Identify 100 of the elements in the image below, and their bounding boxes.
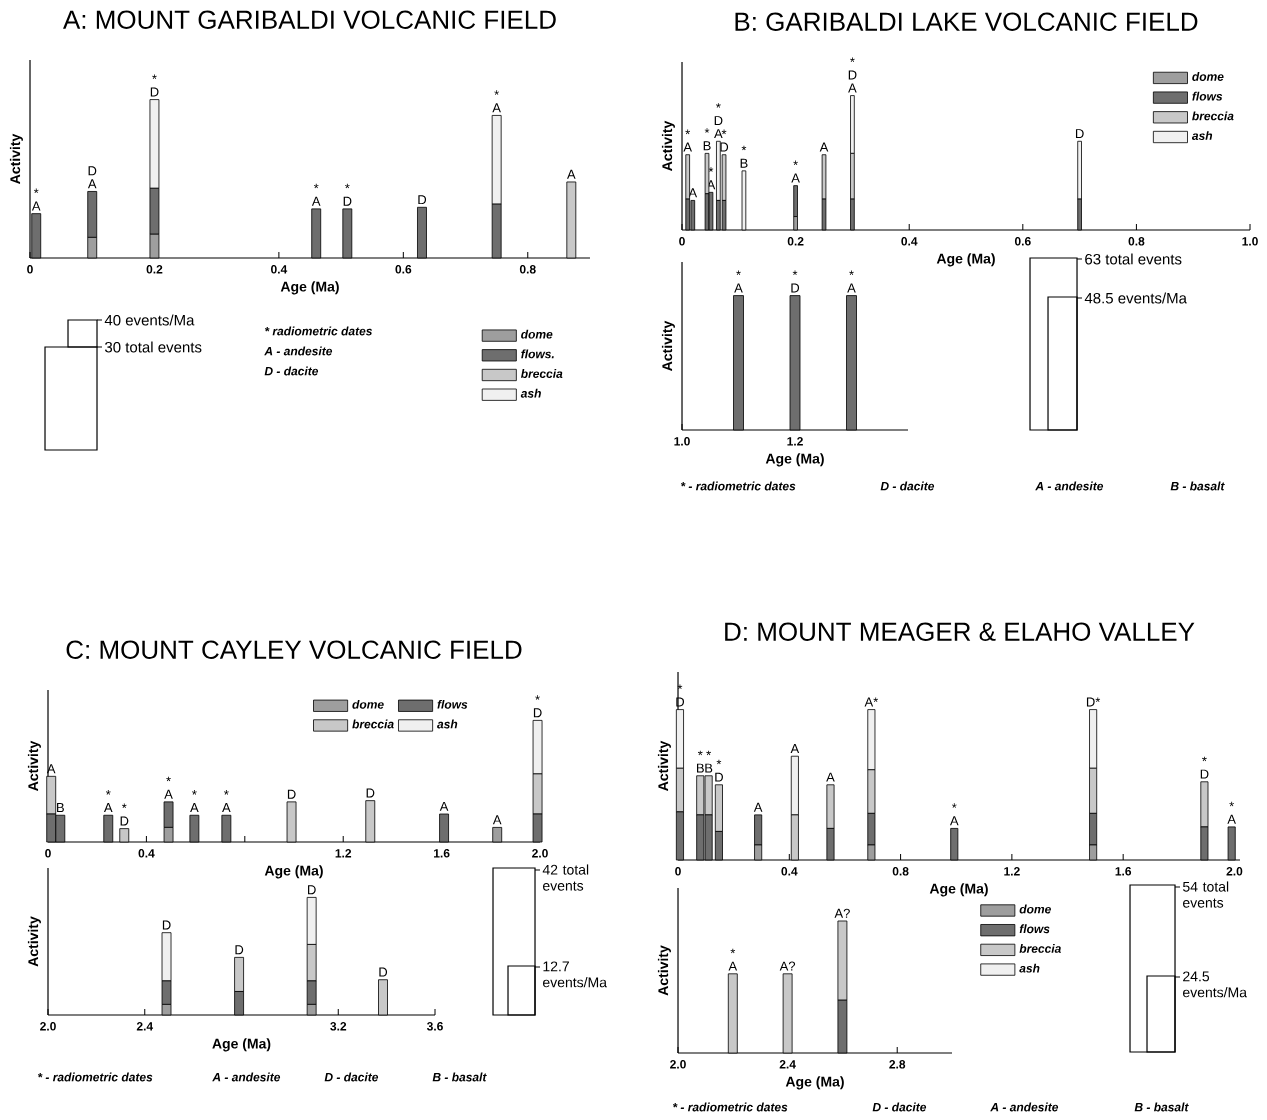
annotation: A <box>826 772 835 782</box>
legend-label: flows <box>1019 924 1050 934</box>
text: A - andesite <box>990 1102 1059 1112</box>
annotation: D <box>308 885 316 895</box>
annotation: * <box>850 57 855 63</box>
annotation: D <box>1075 129 1084 139</box>
legend-label: breccia <box>1192 111 1234 121</box>
annotation: A <box>439 801 449 811</box>
annotation: * <box>716 759 722 765</box>
annotation: A <box>222 803 231 813</box>
text: D - dacite <box>324 1072 379 1082</box>
y-axis-title: Activity <box>27 740 41 791</box>
annotation: * <box>121 803 127 809</box>
annotation: A <box>567 169 576 179</box>
annotation: * <box>166 776 171 782</box>
x-tick-label: 0.4 <box>781 867 798 876</box>
annotation: D <box>120 816 129 826</box>
x-tick-label: 2.0 <box>670 1060 686 1069</box>
x-tick-label: 0.6 <box>395 265 412 274</box>
legend-label: breccia <box>352 719 394 729</box>
x-axis-title: Age (Ma) <box>280 281 339 295</box>
legend-label: ash <box>1019 963 1040 973</box>
annotation: D <box>714 116 723 126</box>
y-axis-title: Activity <box>661 120 675 171</box>
legend-label: ash <box>520 388 541 398</box>
x-tick-label: 0.6 <box>1014 237 1031 246</box>
text: 40 events/Ma <box>104 314 195 326</box>
text: 30 total events <box>104 341 202 353</box>
annotation: A <box>1227 814 1236 824</box>
text: 42 total events <box>542 864 589 891</box>
annotation: D* <box>1086 697 1101 707</box>
annotation: A <box>949 816 959 826</box>
x-tick-label: 2.4 <box>136 1022 154 1031</box>
annotation: A <box>753 802 763 812</box>
legend-label: dome <box>521 329 553 339</box>
annotation: D <box>791 283 800 293</box>
text: B - basalt <box>1134 1102 1189 1112</box>
legend-label: dome <box>1192 72 1224 81</box>
y-axis-title: Activity <box>657 740 671 791</box>
annotation: A <box>848 83 857 93</box>
legend-label: ash <box>1191 131 1213 140</box>
annotation: D <box>848 70 857 80</box>
text: D - dacite <box>872 1102 927 1112</box>
annotation: * <box>793 160 798 166</box>
annotation: D <box>235 945 244 955</box>
x-tick-label: 1.0 <box>1242 237 1258 246</box>
annotation: D <box>1200 769 1209 779</box>
annotation: A <box>683 142 692 152</box>
annotation: A <box>819 142 829 152</box>
annotation: D <box>715 772 723 782</box>
annotation: * <box>1202 756 1207 762</box>
annotation: * <box>716 103 721 108</box>
annotation: * <box>736 270 741 276</box>
annotation: A <box>31 201 41 211</box>
y-axis-title: Activity <box>657 945 671 996</box>
annotation: * <box>951 803 957 808</box>
annotation: * <box>313 183 319 189</box>
x-tick-label: 2.0 <box>40 1022 56 1031</box>
text: 54 total events <box>1182 881 1229 908</box>
annotation: A <box>103 803 113 813</box>
annotation: * <box>677 684 683 690</box>
annotation: D <box>379 967 388 977</box>
annotation: A <box>728 961 738 971</box>
chart-title: A: MOUNT GARIBALDI VOLCANIC FIELD <box>63 10 556 29</box>
annotation: B <box>57 803 64 813</box>
annotation: * <box>730 948 736 954</box>
annotation: A <box>190 803 199 813</box>
annotation: A? <box>779 961 796 971</box>
annotation: * <box>345 183 350 189</box>
legend-label: dome <box>1019 904 1051 914</box>
chart-title: D: MOUNT MEAGER & ELAHO VALLEY <box>725 622 1195 641</box>
text: A - andesite <box>212 1072 281 1082</box>
x-tick-label: 1.2 <box>335 849 352 858</box>
text: 63 total events <box>1085 253 1182 265</box>
annotation: * <box>706 750 711 756</box>
annotation: * <box>697 750 703 756</box>
text: A - andesite <box>264 346 333 356</box>
annotation: * <box>535 695 540 700</box>
y-axis-title: Activity <box>661 320 675 371</box>
x-tick-label: 0.8 <box>1128 237 1145 246</box>
x-tick-label: 1.6 <box>1115 867 1132 876</box>
legend-label: breccia <box>1019 944 1061 953</box>
legend-label: flows. <box>521 349 554 359</box>
x-tick-label: 0 <box>675 867 681 876</box>
annotation: D <box>533 708 542 718</box>
annotation: A <box>311 196 321 206</box>
text: * radiometric dates <box>264 326 373 336</box>
x-tick-label: 1.0 <box>674 437 690 446</box>
x-axis-title: Age (Ma) <box>264 865 323 879</box>
annotation: D <box>418 195 427 205</box>
x-tick-label: 0.8 <box>892 867 909 876</box>
x-axis-title: Age (Ma) <box>765 453 824 467</box>
annotation: * <box>708 167 714 172</box>
x-tick-label: 0.2 <box>787 237 804 246</box>
annotation: D <box>150 87 159 97</box>
x-tick-label: 2.0 <box>1226 867 1243 876</box>
x-tick-label: 0 <box>27 265 33 274</box>
y-axis-title: Activity <box>27 916 41 967</box>
annotation: * <box>685 129 691 135</box>
annotation: B <box>697 763 704 773</box>
